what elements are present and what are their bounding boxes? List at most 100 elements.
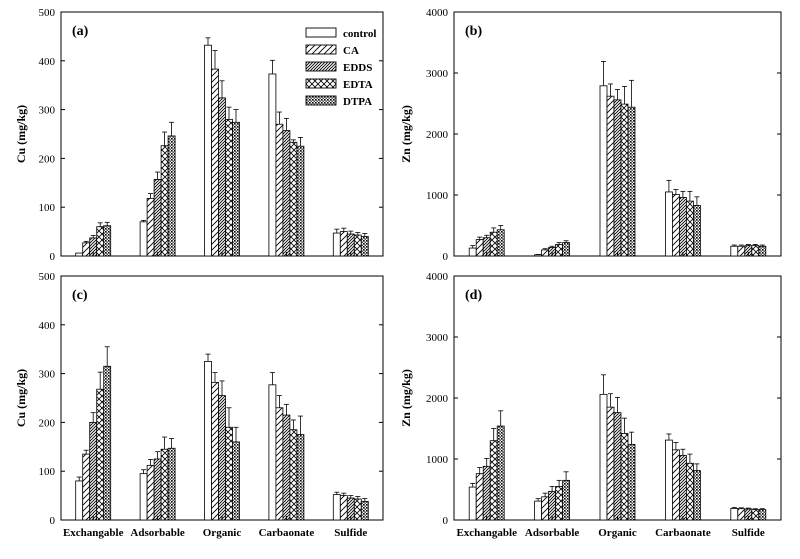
bar-control-exchangable	[75, 480, 84, 521]
bar-ca-exchangable	[475, 473, 484, 521]
bar-control-adsorbable	[534, 500, 542, 521]
x-category-label: Carbaonate	[259, 527, 315, 539]
legend-entry-control: control	[305, 27, 376, 40]
bar-ca-carbaonate	[275, 407, 284, 521]
x-category-label: Organic	[598, 527, 637, 539]
bar-control-carbaonate	[268, 73, 277, 257]
bar-ca-organic	[211, 381, 219, 521]
bar-dtpa-adsorbable	[562, 242, 570, 257]
legend-entry-ca: CA	[305, 44, 359, 57]
y-tick-label: 3000	[426, 332, 449, 344]
bar-edds-carbaonate	[282, 414, 291, 521]
bar-dtpa-organic	[627, 106, 636, 257]
legend-swatch	[305, 44, 337, 55]
bar-ca-carbaonate	[275, 123, 284, 257]
bar-ca-sulfide	[339, 231, 348, 257]
bar-edta-sulfide	[751, 245, 760, 257]
bar-ca-exchangable	[82, 242, 91, 257]
bar-edta-exchangable	[96, 388, 105, 521]
legend-entry-dtpa: DTPA	[305, 95, 372, 108]
panel-label: (b)	[465, 24, 482, 39]
bar-control-adsorbable	[139, 473, 148, 521]
legend-swatch	[305, 78, 337, 89]
bar-edds-exchangable	[482, 465, 491, 521]
bar-edds-organic	[613, 99, 622, 257]
panel-b: (b) Zn (mg/kg) 0 1000 2000 3000 4000	[399, 7, 782, 263]
bar-ca-organic	[606, 406, 615, 521]
bar-dtpa-adsorbable	[167, 447, 176, 521]
bar-edta-exchangable	[489, 231, 498, 257]
bar-ca-exchangable	[82, 453, 91, 521]
bar-control-sulfide	[730, 245, 739, 257]
x-category-label: Sulfide	[732, 527, 765, 539]
x-category-label: Sulfide	[334, 527, 367, 539]
bar-edta-sulfide	[353, 234, 362, 257]
bar-ca-adsorbable	[541, 249, 549, 257]
bar-control-sulfide	[332, 494, 341, 521]
bar-ca-organic	[211, 68, 219, 257]
bar-ca-adsorbable	[146, 198, 155, 257]
bar-control-exchangable	[468, 486, 477, 521]
bar-control-carbaonate	[268, 384, 277, 521]
y-tick-label: 0	[50, 251, 56, 263]
bar-edta-adsorbable	[555, 486, 563, 521]
panel-label: (d)	[465, 288, 482, 303]
bar-edta-adsorbable	[555, 244, 563, 257]
panel-c: (c) Cu (mg/kg) 0 100 200 300 400 500 Exchangab…	[14, 271, 384, 539]
bar-dtpa-organic	[232, 441, 240, 521]
y-tick-label: 100	[39, 202, 56, 214]
legend-entry-edta: EDTA	[305, 78, 373, 91]
bar-ca-carbaonate	[672, 449, 680, 521]
bar-edta-organic	[620, 432, 629, 521]
bar-control-organic	[204, 44, 212, 257]
bar-dtpa-organic	[627, 443, 636, 521]
panel-label: (c)	[72, 288, 88, 303]
legend-label: EDTA	[343, 79, 373, 91]
bar-dtpa-carbaonate	[296, 145, 305, 257]
x-category-label: Adsorbable	[525, 527, 580, 539]
bar-control-carbaonate	[665, 191, 673, 257]
bar-edta-organic	[225, 118, 233, 257]
bar-control-carbaonate	[665, 439, 673, 521]
panel-d: (d) Zn (mg/kg) 0 1000 2000 3000 4000 Exchanga…	[399, 271, 782, 539]
y-tick-label: 200	[39, 417, 56, 429]
y-tick-label: 0	[443, 515, 449, 527]
bar-dtpa-carbaonate	[693, 204, 701, 257]
y-tick-label: 100	[39, 466, 56, 478]
bar-control-organic	[599, 393, 608, 521]
y-tick-label: 300	[39, 105, 56, 117]
bar-edds-carbaonate	[679, 454, 687, 521]
bar-dtpa-exchangable	[496, 229, 505, 257]
bar-ca-adsorbable	[541, 496, 549, 521]
bar-control-organic	[599, 85, 608, 257]
y-tick-label: 1000	[426, 190, 449, 202]
y-axis-label: Cu (mg/kg)	[14, 369, 28, 427]
bar-edds-adsorbable	[153, 458, 162, 521]
bar-ca-sulfide	[737, 508, 746, 521]
legend-label: control	[343, 28, 376, 40]
bar-edta-organic	[620, 103, 629, 257]
bar-edds-exchangable	[89, 421, 98, 521]
bar-control-exchangable	[75, 252, 84, 257]
y-tick-label: 400	[39, 320, 56, 332]
bar-edta-carbaonate	[686, 462, 694, 521]
bar-control-sulfide	[332, 232, 341, 257]
bar-dtpa-sulfide	[360, 236, 369, 257]
y-tick-label: 2000	[426, 393, 449, 405]
y-axis-label: Zn (mg/kg)	[399, 105, 413, 163]
y-tick-label: 200	[39, 153, 56, 165]
x-category-label: Exchangable	[456, 527, 517, 539]
bar-edds-adsorbable	[548, 490, 556, 521]
bar-dtpa-adsorbable	[167, 135, 176, 257]
y-tick-label: 1000	[426, 454, 449, 466]
bar-edta-carbaonate	[289, 141, 298, 257]
bar-edta-sulfide	[353, 498, 362, 521]
y-tick-label: 0	[443, 251, 449, 263]
bar-dtpa-sulfide	[758, 509, 767, 521]
panel-a: (a) Cu (mg/kg) 0 100 200 300 400 500	[14, 7, 384, 263]
bar-edta-exchangable	[96, 226, 105, 257]
x-category-label: Exchangable	[63, 527, 124, 539]
legend-swatch	[305, 95, 337, 106]
bar-dtpa-exchangable	[103, 365, 112, 521]
y-tick-label: 500	[39, 271, 56, 283]
